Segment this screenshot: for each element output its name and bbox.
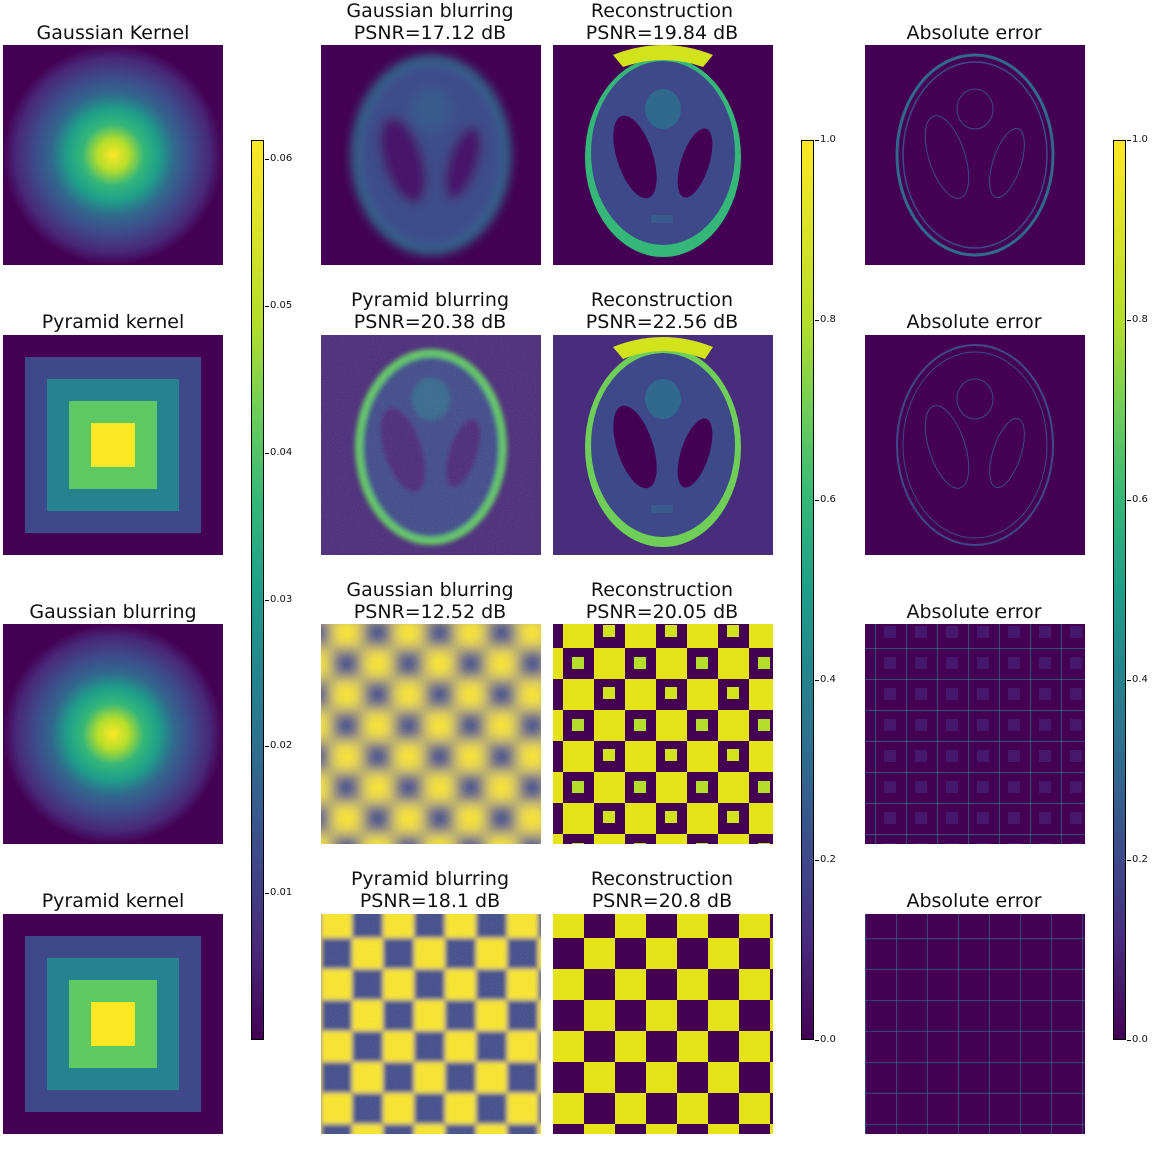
error-colorbar-tick: 0.2 (1127, 854, 1148, 865)
row4-recon-title: Reconstruction PSNR=20.8 dB (590, 868, 734, 912)
phantom-reconstruction-image (553, 335, 773, 555)
row3-blur-title: Gaussian blurring PSNR=12.52 dB (346, 579, 514, 623)
checkerboard-reconstruction-image (553, 624, 773, 844)
kernel-colorbar-tick: 0.05 (264, 300, 293, 311)
phantom-pyramid-blurred-image (321, 335, 541, 555)
error-colorbar-tick: 0.6 (1127, 494, 1148, 505)
row3-error-title: Absolute error (906, 601, 1042, 623)
error-colorbar-tick: 0.4 (1127, 674, 1148, 685)
phantom-gaussian-blurred-image (321, 45, 541, 265)
row4-error-title: Absolute error (906, 890, 1042, 912)
pyramid-kernel-image (3, 335, 223, 555)
error-colorbar-tick: 1.0 (1127, 134, 1148, 145)
image-colorbar-tick: 1.0 (815, 134, 836, 145)
gaussian-kernel-image (3, 624, 223, 844)
row2-kernel-title: Pyramid kernel (41, 311, 185, 333)
checkerboard-pyramid-blurred-image (321, 914, 541, 1134)
gaussian-kernel-image (3, 45, 223, 265)
kernel-colorbar (251, 140, 264, 1040)
kernel-colorbar-tick: 0.01 (264, 887, 293, 898)
kernel-colorbar-tick: 0.06 (264, 153, 293, 164)
image-colorbar-tick: 0.4 (815, 674, 836, 685)
row1-blur-title: Gaussian blurring PSNR=17.12 dB (346, 0, 514, 44)
image-colorbar-tick: 0.8 (815, 314, 836, 325)
phantom-absolute-error-image (865, 335, 1085, 555)
row1-kernel-title: Gaussian Kernel (36, 22, 190, 44)
image-colorbar-tick: 0.6 (815, 494, 836, 505)
row1-error-title: Absolute error (906, 22, 1042, 44)
phantom-absolute-error-image (865, 45, 1085, 265)
phantom-reconstruction-image (553, 45, 773, 265)
pyramid-kernel-image (3, 914, 223, 1134)
checkerboard-absolute-error-image (865, 914, 1085, 1134)
kernel-colorbar-tick: 0.03 (264, 594, 293, 605)
row4-kernel-title: Pyramid kernel (41, 890, 185, 912)
row2-error-title: Absolute error (906, 311, 1042, 333)
kernel-colorbar-tick: 0.02 (264, 740, 293, 751)
checkerboard-absolute-error-image (865, 624, 1085, 844)
row1-recon-title: Reconstruction PSNR=19.84 dB (585, 0, 739, 44)
error-colorbar-tick: 0.8 (1127, 314, 1148, 325)
error-colorbar-tick: 0.0 (1127, 1034, 1148, 1045)
image-colorbar (801, 140, 814, 1040)
error-colorbar (1113, 140, 1126, 1040)
row2-blur-title: Pyramid blurring PSNR=20.38 dB (350, 289, 510, 333)
image-colorbar-tick: 0.2 (815, 854, 836, 865)
row3-recon-title: Reconstruction PSNR=20.05 dB (585, 579, 739, 623)
kernel-colorbar-tick: 0.04 (264, 447, 293, 458)
row4-blur-title: Pyramid blurring PSNR=18.1 dB (350, 868, 510, 912)
checkerboard-gaussian-blurred-image (321, 624, 541, 844)
row2-recon-title: Reconstruction PSNR=22.56 dB (585, 289, 739, 333)
image-colorbar-tick: 0.0 (815, 1034, 836, 1045)
row3-kernel-title: Gaussian blurring (29, 601, 197, 623)
checkerboard-reconstruction-image (553, 914, 773, 1134)
